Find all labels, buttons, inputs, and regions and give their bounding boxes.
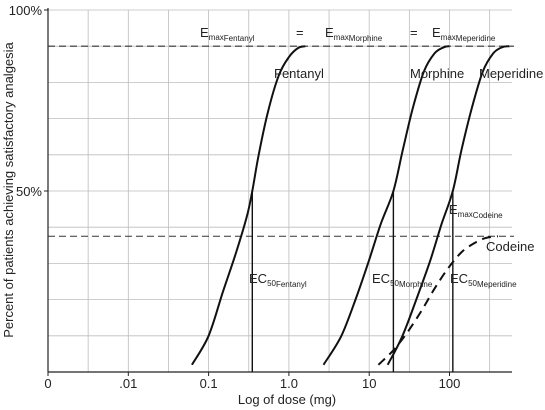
- emax-equals-sign: =: [410, 25, 418, 40]
- morphine-ec50-label: EC50Morphine: [372, 271, 433, 289]
- reference-lines: [48, 45, 514, 237]
- grid: [48, 9, 512, 372]
- codeine-label: Codeine: [486, 239, 534, 254]
- y-tick-label: 50%: [16, 184, 42, 199]
- axes: 0 .01 0.1 1.0 10 100 50% 100%: [9, 3, 512, 391]
- ec50-markers: [251, 191, 454, 372]
- x-tick-label: .01: [119, 376, 137, 391]
- curves: [191, 45, 510, 366]
- x-axis-title: Log of dose (mg): [238, 392, 336, 407]
- x-tick-label: 1.0: [280, 376, 298, 391]
- y-tick-label: 100%: [9, 3, 43, 18]
- emax-label: EmaxFentanyl: [200, 25, 255, 43]
- emax-label: EmaxMorphine: [325, 25, 383, 43]
- labels: EmaxFentanyl = EmaxMorphine = EmaxMeperidine…: [200, 25, 543, 289]
- meperidine-label: Meperidine: [479, 66, 543, 81]
- fentanyl-curve: [191, 45, 306, 366]
- x-tick-label: 0: [44, 376, 51, 391]
- fentanyl-label: Fentanyl: [274, 66, 324, 81]
- fentanyl-ec50-label: EC50Fentanyl: [249, 271, 307, 289]
- morphine-curve: [322, 45, 450, 366]
- emax-codeine-label: EmaxCodeine: [449, 202, 503, 220]
- y-axis-title: Percent of patients achieving satisfacto…: [1, 41, 16, 337]
- x-tick-label: 0.1: [200, 376, 218, 391]
- emax-label: EmaxMeperidine: [432, 25, 496, 43]
- meperidine-ec50-label: EC50Meperidine: [450, 271, 517, 289]
- x-tick-label: 10: [362, 376, 376, 391]
- morphine-label: Morphine: [410, 66, 464, 81]
- emax-equals-sign: =: [296, 25, 304, 40]
- x-tick-label: 100: [439, 376, 461, 391]
- meperidine-curve: [386, 45, 510, 366]
- codeine-curve: [377, 235, 499, 366]
